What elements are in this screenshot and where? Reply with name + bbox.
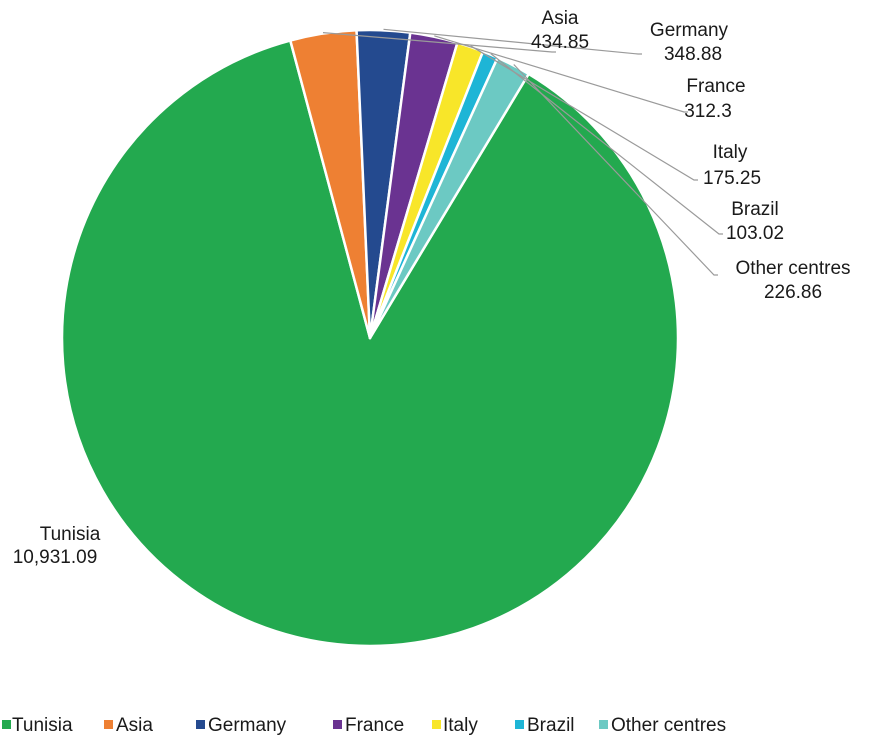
leader-line-brazil (490, 53, 723, 235)
label-tunisia-value: 10,931.09 (13, 547, 98, 568)
label-france-value: 312.3 (684, 101, 732, 122)
label-brazil-name: Brazil (731, 199, 779, 220)
leader-lines (322, 28, 723, 276)
label-germany-name: Germany (650, 20, 729, 41)
legend-label-italy: Italy (443, 715, 478, 736)
legend: Tunisia Asia Germany France Italy Brazil… (2, 715, 726, 736)
label-brazil-value: 103.02 (726, 223, 784, 244)
label-italy-value: 175.25 (703, 168, 761, 189)
label-asia-value: 434.85 (531, 32, 589, 53)
leader-line-asia (322, 32, 556, 53)
legend-swatch-other-centres (599, 720, 608, 729)
pie-slice-other-centres (368, 56, 530, 340)
legend-swatch-brazil (515, 720, 524, 729)
leader-line-germany (383, 28, 642, 55)
legend-swatch-asia (104, 720, 113, 729)
leader-line-france (434, 35, 688, 113)
legend-swatch-france (333, 720, 342, 729)
label-italy-name: Italy (713, 142, 748, 163)
legend-label-tunisia: Tunisia (12, 715, 73, 736)
label-tunisia-name: Tunisia (40, 524, 101, 545)
legend-label-germany: Germany (208, 715, 287, 736)
label-asia-name: Asia (542, 8, 579, 29)
label-other-centres-value: 226.86 (764, 282, 822, 303)
pie-slices (60, 28, 680, 648)
data-labels: Tunisia 10,931.09 Asia 434.85 Germany 34… (13, 8, 851, 568)
legend-swatch-tunisia (2, 720, 11, 729)
pie-slice-tunisia (60, 39, 680, 648)
label-other-centres-name: Other centres (735, 258, 850, 279)
leader-line-italy (470, 45, 698, 181)
legend-label-asia: Asia (116, 715, 153, 736)
label-germany-value: 348.88 (664, 44, 722, 65)
leader-line-other-centres (513, 64, 718, 276)
label-france-name: France (686, 76, 745, 97)
legend-swatch-germany (196, 720, 205, 729)
legend-swatch-italy (432, 720, 441, 729)
legend-label-france: France (345, 715, 404, 736)
legend-label-brazil: Brazil (527, 715, 575, 736)
legend-label-other-centres: Other centres (611, 715, 726, 736)
